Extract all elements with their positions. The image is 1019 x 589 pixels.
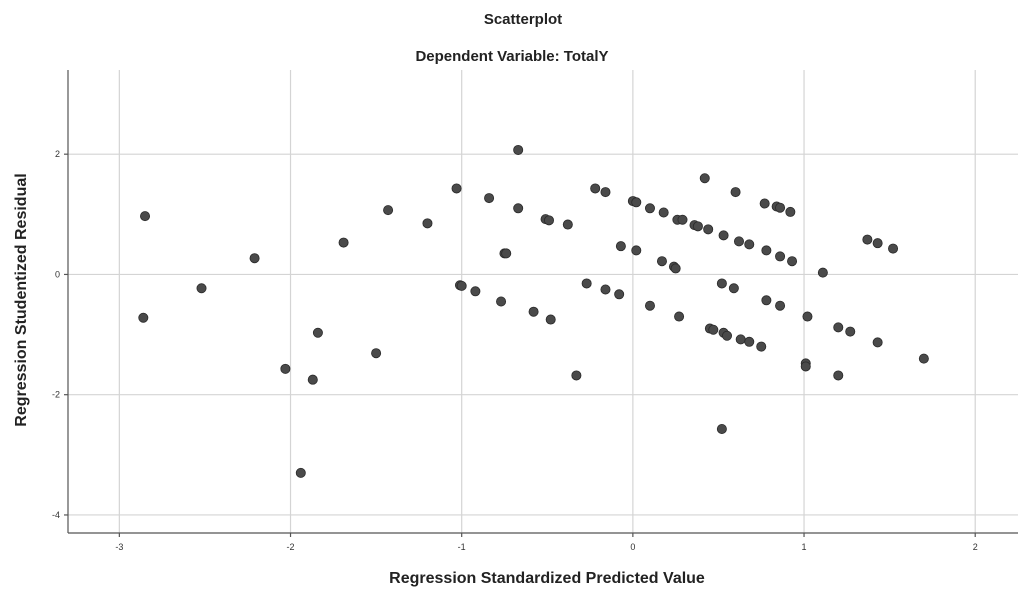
scatter-point: [456, 280, 467, 291]
chart-axes: [64, 70, 1018, 537]
scatter-point: [631, 197, 642, 208]
x-tick-label: -1: [458, 542, 466, 552]
scatter-point: [703, 224, 714, 235]
scatter-point: [338, 237, 349, 248]
scatter-point: [708, 324, 719, 335]
scatter-point: [138, 312, 149, 323]
scatter-point: [496, 296, 507, 307]
scatter-point: [918, 353, 929, 364]
scatter-point: [600, 284, 611, 295]
scatter-point: [744, 336, 755, 347]
y-tick-label: -2: [52, 390, 60, 400]
scatter-point: [761, 245, 772, 256]
scatter-point: [759, 198, 770, 209]
scatter-point: [699, 173, 710, 184]
scatter-point: [833, 322, 844, 333]
scatter-point: [744, 239, 755, 250]
scatter-point: [280, 363, 291, 374]
scatter-point: [312, 327, 323, 338]
scatter-point: [674, 311, 685, 322]
scatter-point: [718, 230, 729, 241]
scatter-point: [872, 238, 883, 249]
scatter-point: [716, 278, 727, 289]
scatter-point: [775, 251, 786, 262]
scatter-point: [543, 215, 554, 226]
scatter-point: [756, 341, 767, 352]
x-tick-label: 2: [973, 542, 978, 552]
scatter-point: [787, 256, 798, 267]
scatter-point: [295, 467, 306, 478]
scatter-point: [728, 283, 739, 294]
scatter-point: [501, 248, 512, 259]
scatter-point: [735, 334, 746, 345]
y-tick-label: -4: [52, 510, 60, 520]
scatter-point: [581, 278, 592, 289]
scatter-point: [631, 245, 642, 256]
x-axis-label: Regression Standardized Predicted Value: [389, 570, 705, 587]
scatter-point: [644, 300, 655, 311]
x-tick-label: 0: [630, 542, 635, 552]
scatter-point: [656, 256, 667, 267]
scatter-point: [196, 283, 207, 294]
x-tick-labels: -3 -2 -1 0 1 2: [115, 542, 977, 552]
scatter-point: [670, 263, 681, 274]
scatter-point: [677, 214, 688, 225]
scatter-point: [470, 286, 481, 297]
scatter-point: [615, 241, 626, 252]
x-tick-label: 1: [802, 542, 807, 552]
y-tick-label: 2: [55, 149, 60, 159]
scatter-point: [833, 370, 844, 381]
scatter-point: [733, 236, 744, 247]
chart-grid: [68, 70, 1018, 533]
scatter-point: [451, 183, 462, 194]
scatter-point: [730, 187, 741, 198]
scatter-point: [716, 423, 727, 434]
chart-subtitle: Dependent Variable: TotalY: [415, 48, 608, 65]
y-tick-label: 0: [55, 269, 60, 279]
scatter-point: [383, 205, 394, 216]
scatter-point: [800, 361, 811, 372]
scatter-point: [140, 211, 151, 222]
scatter-points: [138, 144, 929, 478]
scatter-point: [872, 337, 883, 348]
x-tick-label: -3: [115, 542, 123, 552]
scatter-point: [562, 219, 573, 230]
scatter-point: [249, 253, 260, 264]
scatter-point: [862, 234, 873, 245]
y-axis-label: Regression Studentized Residual: [13, 173, 30, 426]
scatter-point: [775, 202, 786, 213]
scatter-point: [644, 203, 655, 214]
chart-title: Scatterplot: [484, 11, 562, 28]
scatter-point: [845, 326, 856, 337]
scatter-point: [722, 330, 733, 341]
scatter-point: [817, 267, 828, 278]
scatter-point: [802, 311, 813, 322]
scatter-point: [528, 306, 539, 317]
scatter-point: [785, 206, 796, 217]
scatter-point: [614, 289, 625, 300]
scatter-point: [761, 295, 772, 306]
scatter-point: [600, 187, 611, 198]
scatter-point: [571, 370, 582, 381]
x-tick-label: -2: [287, 542, 295, 552]
scatter-point: [888, 243, 899, 254]
scatter-point: [513, 144, 524, 155]
scatter-point: [484, 193, 495, 204]
scatter-point: [307, 374, 318, 385]
scatter-point: [371, 348, 382, 359]
scatter-point: [422, 218, 433, 229]
scatter-point: [692, 221, 703, 232]
y-tick-labels: -4 -2 0 2: [52, 149, 60, 520]
scatter-point: [775, 300, 786, 311]
scatter-point: [545, 314, 556, 325]
scatter-point: [513, 203, 524, 214]
scatter-point: [590, 183, 601, 194]
scatter-point: [658, 207, 669, 218]
